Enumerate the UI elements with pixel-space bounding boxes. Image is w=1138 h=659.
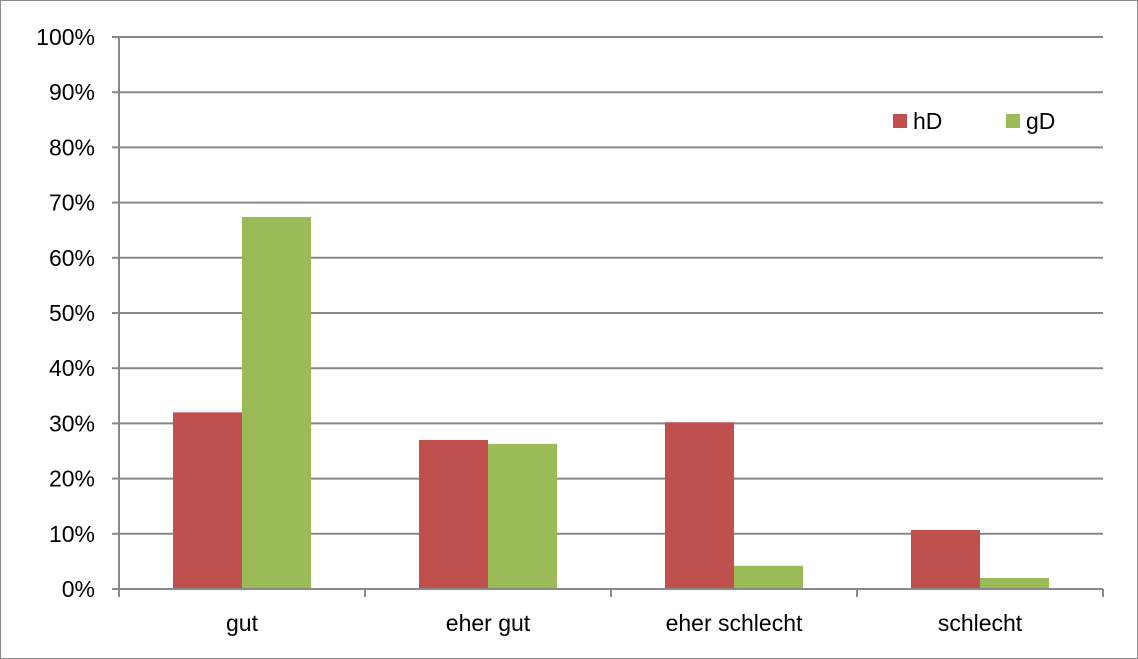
legend: hD gD [893, 108, 1055, 134]
legend-label-gd: gD [1026, 108, 1055, 134]
legend-swatch-gd [1006, 114, 1020, 128]
bar-hd-3 [911, 529, 980, 589]
x-tick-label: eher gut [446, 610, 531, 636]
y-tick-label: 10% [49, 521, 95, 547]
legend-label-hd: hD [913, 108, 942, 134]
x-axis-tick-labels: gut eher gut eher schlecht schlecht [226, 610, 1023, 636]
y-tick-label: 90% [49, 79, 95, 105]
y-tick-label: 100% [36, 24, 95, 50]
bar-hd-1 [419, 439, 488, 589]
bar-hd-2 [665, 422, 734, 589]
y-tick-label: 30% [49, 410, 95, 436]
bar-gd-0 [242, 216, 311, 589]
x-tick-label: gut [226, 610, 259, 636]
y-tick-label: 40% [49, 355, 95, 381]
y-axis-tick-labels: 0% 10% 20% 30% 40% 50% 60% 70% 80% 90% 100% [36, 24, 95, 602]
x-tick-label: eher schlecht [666, 610, 803, 636]
x-tick-label: schlecht [938, 610, 1023, 636]
bar-gd-1 [488, 443, 557, 589]
axes [112, 36, 1104, 597]
y-tick-label: 80% [49, 134, 95, 160]
bars [173, 216, 1049, 589]
y-tick-label: 0% [62, 576, 95, 602]
y-tick-label: 70% [49, 190, 95, 216]
legend-swatch-hd [893, 114, 907, 128]
y-tick-label: 20% [49, 466, 95, 492]
bar-gd-3 [980, 577, 1049, 589]
bar-gd-2 [734, 565, 803, 589]
bar-hd-0 [173, 412, 242, 589]
y-tick-label: 50% [49, 300, 95, 326]
y-tick-label: 60% [49, 245, 95, 271]
